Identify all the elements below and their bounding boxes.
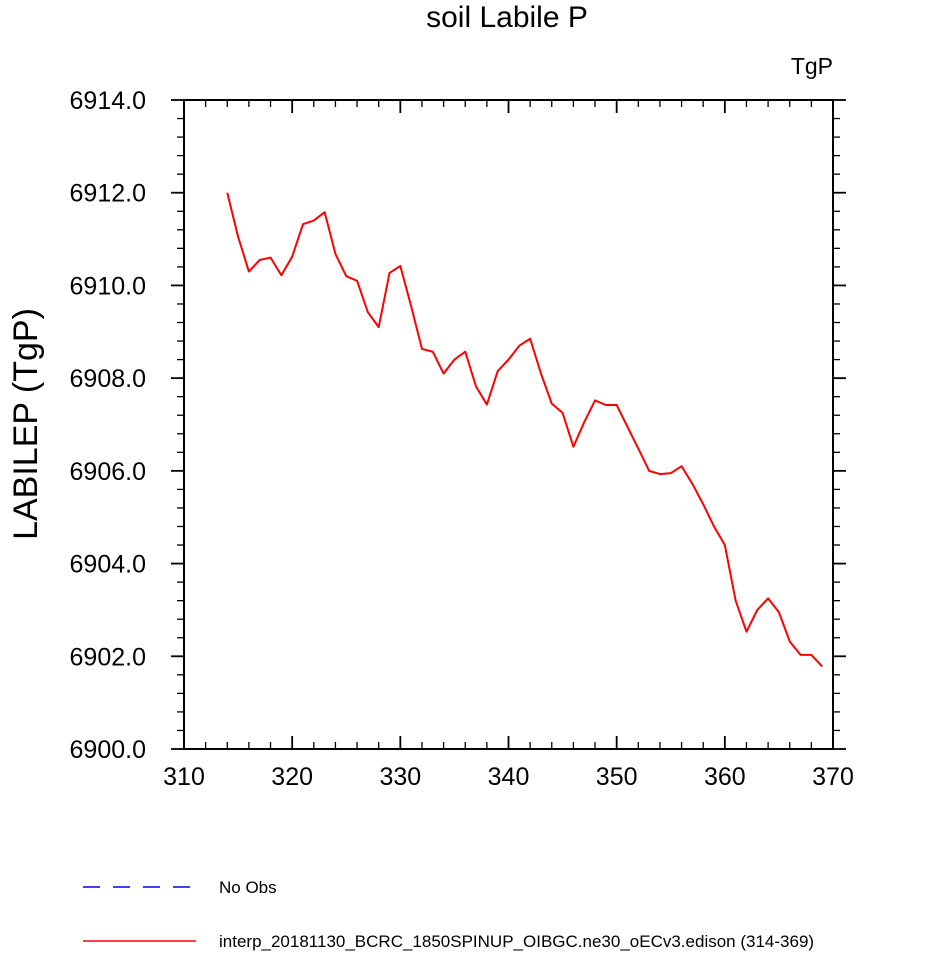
plot-frame [183, 99, 834, 750]
major-ticks [171, 99, 846, 750]
y-tick-label: 6914.0 [70, 87, 146, 115]
series-lines [226, 192, 823, 668]
y-tick-label: 6908.0 [70, 365, 146, 393]
units-label: TgP [791, 53, 833, 79]
x-tick-labels: 310 320 330 340 350 360 370 [163, 763, 854, 791]
y-tick-labels: 6900.0 6902.0 6904.0 6906.0 6908.0 6910.0 6912… [70, 87, 146, 764]
series-line-1 [226, 192, 823, 668]
y-tick-label: 6910.0 [70, 272, 146, 300]
legend: No Obs interp_20181130_BCRC_1850SPINUP_O… [83, 878, 814, 951]
x-tick-label: 360 [704, 763, 746, 791]
y-tick-label: 6906.0 [70, 458, 146, 486]
x-tick-label: 310 [163, 763, 205, 791]
legend-label-no-obs: No Obs [219, 878, 277, 897]
x-tick-label: 340 [488, 763, 530, 791]
legend-label-model: interp_20181130_BCRC_1850SPINUP_OIBGC.ne… [219, 932, 814, 951]
y-tick-label: 6902.0 [70, 643, 146, 671]
y-tick-label: 6904.0 [70, 551, 146, 579]
x-tick-label: 350 [596, 763, 638, 791]
y-axis-label: LABILEP (TgP) [7, 308, 45, 540]
minor-ticks [177, 100, 840, 749]
x-tick-label: 320 [271, 763, 313, 791]
y-tick-label: 6912.0 [70, 180, 146, 208]
x-tick-label: 330 [379, 763, 421, 791]
y-tick-label: 6900.0 [70, 736, 146, 764]
chart-title: soil Labile P [426, 1, 588, 34]
x-tick-label: 370 [812, 763, 854, 791]
